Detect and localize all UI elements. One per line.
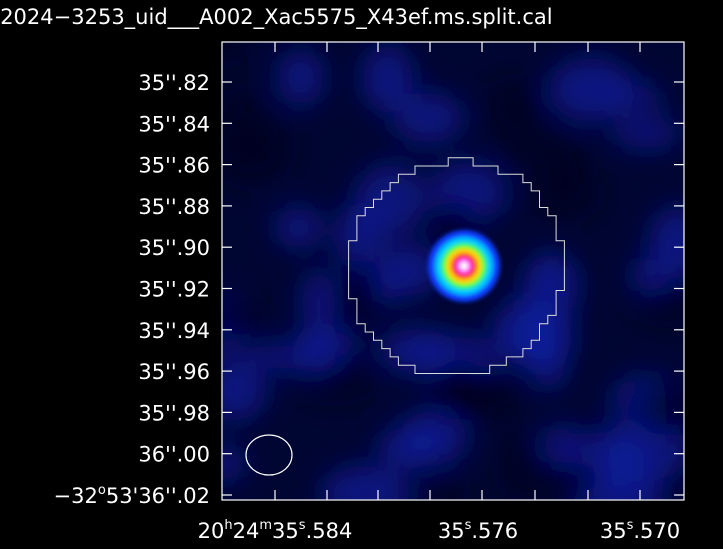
tick-label: 35''.94 [138,319,210,343]
label-part: 20 [198,519,225,543]
tick-label: 35''.88 [138,195,210,219]
label-part: 35 [272,519,299,543]
noise [275,207,322,249]
label-part: 35''.86 [138,154,210,178]
noise [525,173,599,218]
label-part: 35 [600,519,627,543]
label-part: o [98,483,106,498]
tick-label: 20h24m35s.584 [198,518,353,543]
noise [501,430,532,499]
label-part: h [224,518,232,533]
label-part: −32 [54,484,98,508]
label-part: 24 [233,519,260,543]
label-part: 35''.92 [138,278,210,302]
label-part: 35''.94 [138,319,210,343]
label-part: 35''.82 [138,71,210,95]
label-part: .570 [633,519,680,543]
tick-label: 35''.96 [138,360,210,384]
noise [339,260,381,320]
label-part: 35''.98 [138,401,210,425]
noise [278,50,324,106]
label-part: 35''.88 [138,195,210,219]
label-part: 35''.90 [138,236,210,260]
label-part: m [259,518,272,533]
noise [522,254,579,322]
noise [377,427,441,469]
tick-label: −32o53'36''.02 [54,483,210,508]
label-part: 35''.84 [138,112,210,136]
noise [612,118,681,149]
title: J2024−3253_uid___A002_Xac5575_X43ef.ms.s… [0,5,553,30]
noise [548,58,633,122]
tick-label: 35s.576 [438,518,518,543]
tick-label: 35''.92 [138,278,210,302]
noise [302,269,335,331]
tick-label: 35s.570 [600,518,680,543]
noise [362,44,413,112]
image [183,31,708,528]
noise [211,111,289,184]
tick-label: 35''.86 [138,154,210,178]
noise [498,133,581,169]
tick-label: 35''.82 [138,71,210,95]
noise [485,81,542,135]
tick-label: 35''.90 [138,236,210,260]
tick-label: 35''.84 [138,112,210,136]
tick-label: 35''.98 [138,401,210,425]
label-part: 35''.96 [138,360,210,384]
noise [524,462,601,496]
label-part: 35 [438,519,465,543]
label-part: 53'36''.02 [106,484,210,508]
label-part: .576 [471,519,518,543]
label-part: 36''.00 [138,443,210,467]
noise [356,164,426,234]
screen: J2024−3253_uid___A002_Xac5575_X43ef.ms.s… [0,0,723,549]
noise [293,328,338,375]
tick-label: 36''.00 [138,443,210,467]
label-part: .584 [306,519,353,543]
